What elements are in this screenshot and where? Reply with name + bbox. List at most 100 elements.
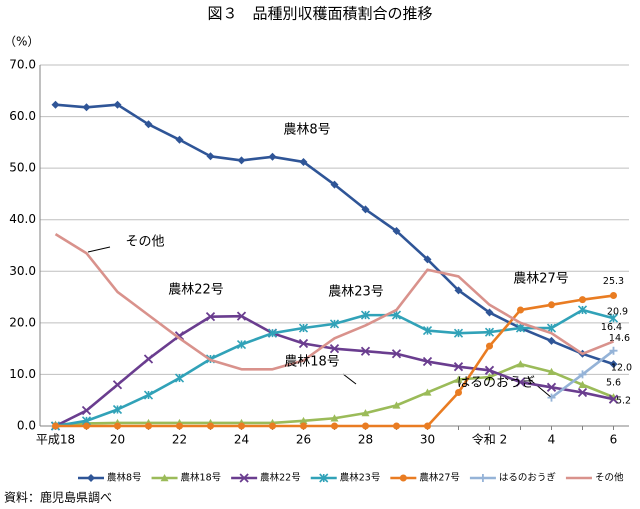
annotation: 農林8号: [283, 123, 330, 138]
marker-shape: [484, 327, 495, 337]
x-tick-label: 30: [420, 433, 435, 447]
annotation: その他: [125, 235, 164, 250]
marker: [453, 362, 464, 372]
marker-shape: [52, 422, 59, 430]
marker-shape: [329, 319, 340, 329]
marker: [546, 323, 557, 333]
marker: [548, 301, 555, 309]
marker-shape: [206, 152, 215, 161]
marker: [547, 393, 556, 402]
x-tick-label: 令和 2: [472, 432, 507, 447]
data-label: 5.2: [616, 396, 631, 407]
marker: [608, 394, 619, 404]
marker: [361, 409, 370, 417]
marker-shape: [207, 422, 214, 430]
marker-shape: [176, 422, 183, 430]
y-tick-label: 30.0: [9, 264, 36, 278]
legend-label: 農林8号: [107, 472, 142, 484]
chart-title: 図３ 品種別収穫面積割合の推移: [207, 5, 432, 23]
marker-shape: [330, 414, 339, 422]
marker-shape: [391, 349, 402, 359]
marker-shape: [547, 336, 556, 345]
source: 資料：鹿児島県調べ: [4, 490, 112, 505]
marker: [392, 401, 401, 409]
marker: [454, 375, 463, 383]
x-tick-label: 平成18: [36, 433, 75, 447]
marker: [176, 422, 183, 430]
marker: [331, 422, 338, 430]
marker: [422, 326, 433, 336]
legend-item: 農林18号: [151, 472, 221, 484]
marker: [578, 370, 587, 379]
marker-shape: [546, 382, 557, 392]
marker-shape: [114, 422, 121, 430]
data-label: 5.6: [606, 378, 621, 389]
leader-line: [87, 246, 111, 253]
marker: [609, 360, 618, 369]
marker: [610, 292, 617, 300]
marker-shape: [422, 326, 433, 336]
marker: [298, 323, 309, 333]
marker: [299, 416, 308, 425]
marker-shape: [113, 100, 122, 109]
marker: [578, 380, 587, 388]
legend-label: 農林22号: [260, 472, 301, 484]
marker-shape: [360, 346, 371, 356]
marker-shape: [578, 380, 587, 388]
marker: [454, 286, 463, 295]
marker: [360, 346, 371, 356]
marker-shape: [515, 323, 526, 333]
marker-shape: [485, 373, 494, 381]
marker: [393, 422, 400, 430]
marker: [143, 390, 154, 400]
marker-shape: [81, 405, 92, 416]
marker: [424, 422, 431, 430]
legend-item: はるのおうぎ: [469, 472, 556, 484]
marker: [609, 346, 618, 355]
marker-shape: [478, 474, 487, 482]
marker-shape: [83, 422, 90, 430]
marker: [362, 422, 369, 430]
marker: [160, 474, 169, 482]
marker: [81, 405, 92, 416]
marker-shape: [329, 344, 340, 354]
annotation: 農林23号: [328, 285, 384, 300]
x-tick-label: 4: [548, 433, 556, 447]
marker: [579, 296, 586, 304]
marker: [453, 328, 464, 338]
marker-shape: [298, 338, 309, 349]
marker: [486, 342, 493, 350]
marker-shape: [608, 394, 619, 404]
leader-line: [527, 377, 553, 399]
marker-shape: [399, 474, 407, 482]
marker-shape: [609, 360, 618, 369]
marker-shape: [87, 474, 95, 482]
marker-shape: [361, 205, 370, 214]
x-tick-label: 20: [110, 433, 125, 447]
marker-shape: [610, 292, 617, 300]
marker-shape: [174, 373, 185, 383]
annotation: 農林18号: [284, 355, 340, 370]
marker: [145, 422, 152, 430]
leader-lines: [87, 246, 553, 399]
marker-shape: [422, 356, 433, 367]
marker-shape: [319, 473, 329, 483]
marker: [112, 404, 123, 415]
data-label: 20.9: [607, 307, 628, 318]
marker-shape: [236, 339, 247, 350]
marker: [175, 135, 184, 144]
marker-shape: [486, 342, 493, 350]
marker-shape: [577, 305, 588, 315]
marker-shape: [175, 135, 184, 144]
marker: [423, 388, 432, 396]
marker-shape: [205, 312, 216, 322]
marker-shape: [516, 360, 525, 368]
marker: [484, 365, 495, 375]
x-tick-label: 22: [172, 433, 187, 447]
marker-shape: [268, 152, 277, 161]
marker: [515, 323, 526, 333]
marker-shape: [547, 393, 556, 402]
marker: [547, 367, 556, 376]
legend-item: その他: [565, 472, 624, 484]
